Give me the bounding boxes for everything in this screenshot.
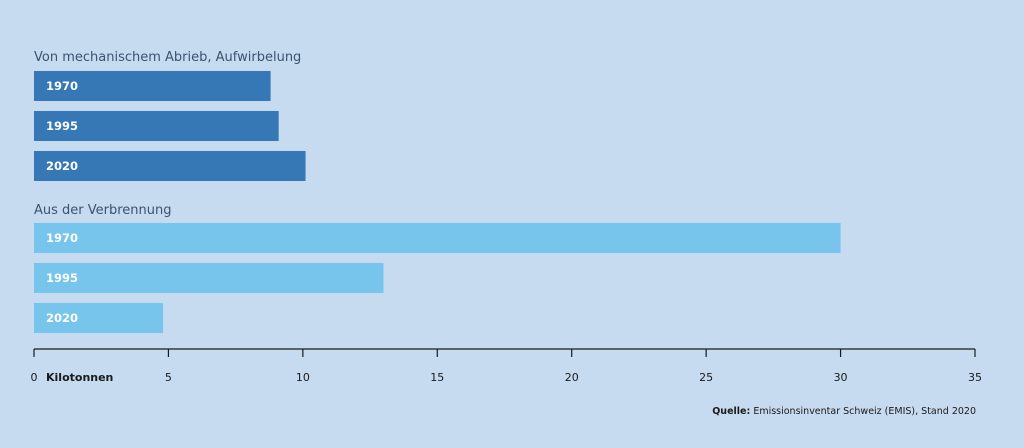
x-tick-label: 0: [31, 371, 38, 384]
x-tick-label: 15: [430, 371, 444, 384]
source-text: Emissionsinventar Schweiz (EMIS), Stand …: [753, 406, 976, 417]
bar-label: 1970: [46, 79, 78, 93]
bar-label: 1970: [46, 231, 78, 245]
bar-label: 1995: [46, 271, 78, 285]
x-tick-label: 30: [834, 371, 848, 384]
source-note: Quelle: Emissionsinventar Schweiz (EMIS)…: [712, 406, 976, 417]
bar: [34, 223, 841, 253]
bar: [34, 303, 164, 333]
bar-label: 1995: [46, 119, 78, 133]
bar-label: 2020: [46, 159, 78, 173]
bar: [34, 263, 384, 293]
bar: [34, 111, 279, 141]
x-tick-label: 35: [968, 371, 982, 384]
group-title: Aus der Verbrennung: [34, 203, 172, 218]
bar: [34, 71, 271, 101]
x-tick-label: 5: [165, 371, 172, 384]
source-label: Quelle:: [712, 406, 751, 417]
group-title: Von mechanischem Abrieb, Aufwirbelung: [34, 50, 301, 65]
x-axis-unit-label: Kilotonnen: [46, 371, 113, 384]
bar: [34, 151, 306, 181]
x-tick-label: 20: [565, 371, 579, 384]
x-tick-label: 25: [699, 371, 713, 384]
bar-label: 2020: [46, 311, 78, 325]
x-tick-label: 10: [296, 371, 310, 384]
